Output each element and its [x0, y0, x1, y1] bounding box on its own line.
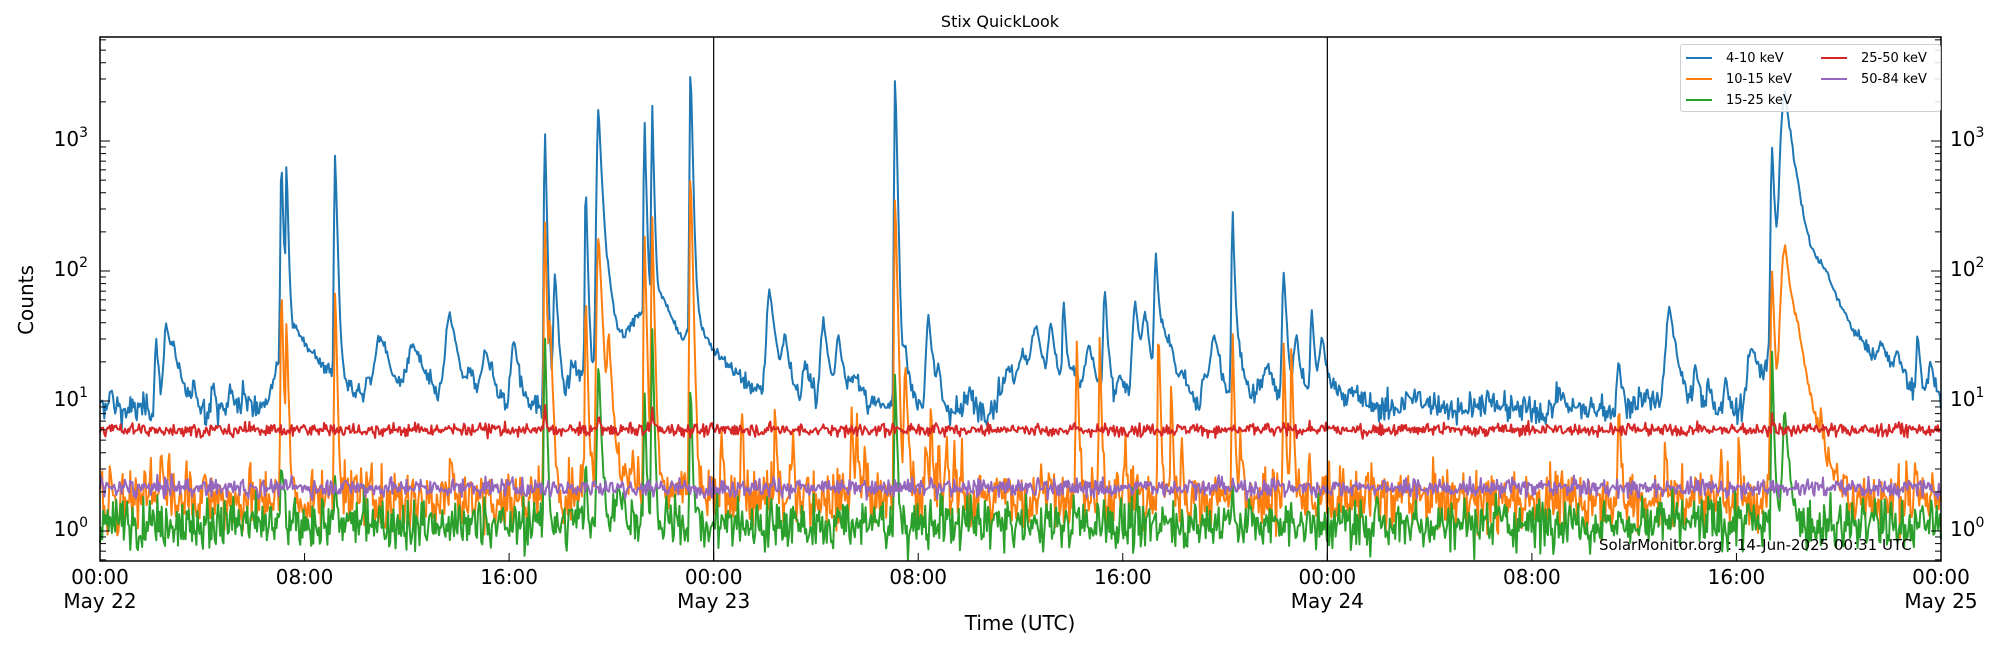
y-tick-label-left: 100: [28, 516, 88, 541]
x-tick-date: May 24: [1290, 589, 1364, 613]
legend: 4-10 keV 10-15 keV 15-25 keV 25-50 keV 5…: [1680, 44, 1941, 112]
tick-base: 10: [53, 257, 80, 281]
y-tick-label-right: 100: [1950, 516, 1984, 541]
x-tick-time: 16:00: [480, 565, 538, 589]
x-tick-label: 08:00: [889, 565, 947, 589]
x-axis-label: Time (UTC): [964, 611, 1076, 635]
legend-item-10-15kev: 10-15 keV: [1686, 71, 1792, 87]
tick-exponent: 2: [79, 255, 88, 271]
y-tick-label-left: 101: [28, 386, 88, 411]
x-tick-label: 08:00: [1503, 565, 1561, 589]
chart-title: Stix QuickLook: [940, 12, 1060, 31]
x-tick-time: 16:00: [1093, 565, 1152, 589]
x-tick-date: May 25: [1904, 589, 1978, 613]
x-tick-time: 00:00: [1298, 565, 1357, 589]
legend-label: 15-25 keV: [1726, 92, 1792, 108]
legend-label: 10-15 keV: [1726, 71, 1792, 87]
tick-base: 10: [53, 517, 80, 541]
legend-item-15-25kev: 15-25 keV: [1686, 92, 1792, 108]
solarmonitor-timestamp: SolarMonitor.org : 14-Jun-2025 00:31 UTC: [1599, 536, 1912, 554]
x-tick-label: 00:00 May 25: [1904, 565, 1977, 613]
x-tick-time: 00:00: [1912, 565, 1970, 589]
x-tick-date: May 23: [677, 589, 751, 613]
y-tick-label-right: 101: [1950, 386, 1984, 411]
x-tick-label: 16:00: [480, 565, 538, 589]
x-tick-label: 16:00: [1708, 565, 1766, 589]
x-tick-time: 08:00: [1503, 565, 1561, 589]
x-tick-time: 00:00: [684, 565, 743, 589]
tick-base: 10: [1950, 257, 1976, 281]
legend-swatch-green: [1686, 99, 1712, 101]
series-15-25kev: [99, 328, 1942, 561]
tick-base: 10: [1950, 387, 1976, 411]
tick-base: 10: [1950, 127, 1976, 151]
legend-item-50-84kev: 50-84 keV: [1821, 71, 1927, 87]
tick-exponent: 0: [79, 515, 88, 531]
legend-label: 4-10 keV: [1726, 50, 1784, 66]
y-tick-label-right: 103: [1950, 126, 1984, 151]
y-tick-label-left: 102: [28, 256, 88, 281]
x-tick-time: 08:00: [275, 565, 334, 589]
x-tick-time: 16:00: [1707, 565, 1766, 589]
tick-exponent: 1: [1975, 385, 1985, 401]
x-tick-label: 00:00 May 23: [677, 565, 750, 613]
legend-swatch-red: [1821, 57, 1847, 59]
legend-swatch-purple: [1821, 78, 1847, 80]
x-tick-label: 00:00 May 22: [63, 565, 136, 613]
series-layer: [99, 76, 1942, 561]
x-tick-label: 08:00: [276, 565, 334, 589]
x-tick-time: 08:00: [889, 565, 948, 589]
tick-exponent: 1: [79, 385, 88, 401]
x-tick-time: 00:00: [71, 565, 129, 589]
axes-frame: [99, 36, 1942, 562]
tick-base: 10: [53, 127, 80, 151]
tick-exponent: 2: [1975, 255, 1985, 271]
series-4-10kev: [99, 76, 1942, 431]
y-tick-label-left: 103: [28, 126, 88, 151]
series-25-50kev: [99, 404, 1942, 440]
legend-swatch-orange: [1686, 78, 1712, 80]
legend-label: 25-50 keV: [1861, 50, 1927, 66]
tick-base: 10: [53, 387, 80, 411]
x-tick-date: May 22: [63, 589, 137, 613]
tick-exponent: 0: [1975, 515, 1985, 531]
tick-exponent: 3: [1975, 125, 1985, 141]
tick-base: 10: [1950, 517, 1976, 541]
x-tick-label: 00:00 May 24: [1291, 565, 1364, 613]
y-tick-label-right: 102: [1950, 256, 1984, 281]
legend-swatch-blue: [1686, 57, 1712, 59]
legend-item-25-50kev: 25-50 keV: [1821, 50, 1927, 66]
x-tick-label: 16:00: [1094, 565, 1152, 589]
plot-frame: [99, 36, 1942, 562]
series-50-84kev: [99, 473, 1942, 501]
legend-label: 50-84 keV: [1861, 71, 1927, 87]
legend-item-4-10kev: 4-10 keV: [1686, 50, 1784, 66]
tick-exponent: 3: [79, 125, 88, 141]
